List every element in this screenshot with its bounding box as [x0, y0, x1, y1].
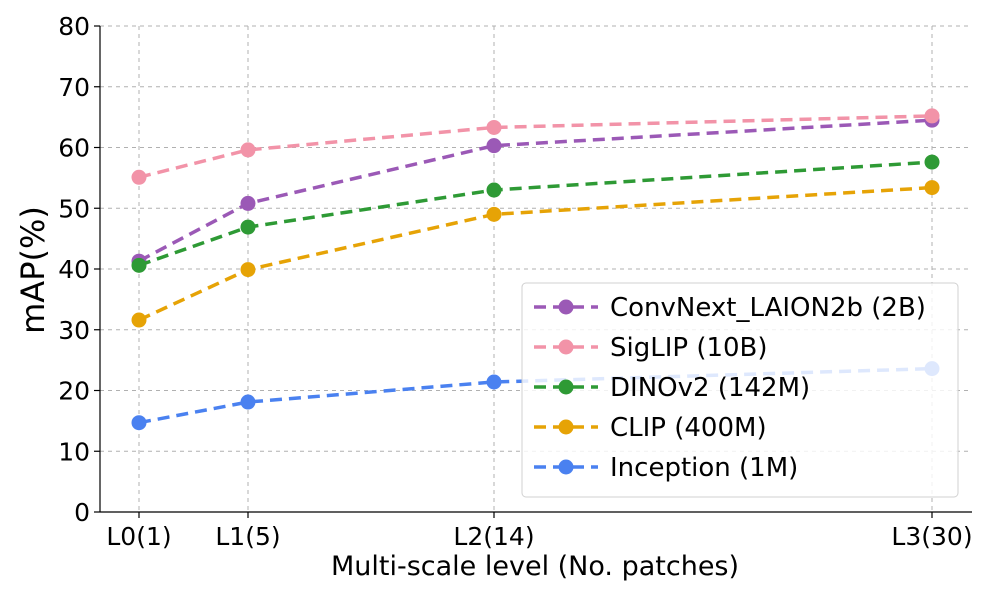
- y-tick-label: 20: [58, 377, 90, 406]
- legend-entry: Inception (1M): [534, 453, 798, 483]
- y-tick-label: 0: [74, 498, 90, 527]
- data-point: [924, 154, 940, 170]
- x-tick-label: L2(14): [453, 522, 534, 551]
- legend-label: DINOv2 (142M): [610, 373, 810, 403]
- series-siglip-10b: [131, 108, 940, 185]
- legend: ConvNext_LAION2b (2B) SigLIP (10B) DINOv2 …: [521, 282, 959, 498]
- y-tick-label: 60: [58, 134, 90, 163]
- legend-marker: [558, 419, 574, 435]
- y-tick-label: 40: [58, 255, 90, 284]
- data-point: [131, 257, 147, 273]
- y-axis-label: mAP(%): [14, 206, 52, 334]
- data-point: [486, 206, 502, 222]
- data-point: [240, 195, 256, 211]
- series-clip-400m: [131, 180, 940, 328]
- x-tick-label: L0(1): [106, 522, 171, 551]
- series-line: [138, 160, 933, 268]
- legend-marker: [558, 459, 574, 475]
- data-point: [240, 219, 256, 235]
- data-point: [240, 394, 256, 410]
- data-point: [131, 415, 147, 431]
- series-convnext-laion2b-2b: [131, 112, 940, 269]
- data-point: [924, 180, 940, 196]
- legend-label: ConvNext_LAION2b (2B): [610, 293, 926, 323]
- data-point: [131, 169, 147, 185]
- data-point: [486, 182, 502, 198]
- legend-marker: [558, 379, 574, 395]
- legend-marker: [558, 299, 574, 315]
- series-line: [138, 185, 933, 322]
- y-tick-label: 10: [58, 437, 90, 466]
- legend-label: Inception (1M): [610, 453, 798, 483]
- legend-label: CLIP (400M): [610, 413, 767, 443]
- series-line: [138, 114, 933, 179]
- y-axis-ticks: 0 10 20 30 40 50 60 70 80: [58, 12, 100, 527]
- x-axis-ticks: L0(1) L1(5) L2(14) L3(30): [106, 512, 973, 551]
- legend-entry: CLIP (400M): [534, 413, 767, 443]
- legend-entry: SigLIP (10B): [534, 333, 768, 363]
- data-point: [240, 262, 256, 278]
- x-axis-label: Multi-scale level (No. patches): [331, 551, 739, 582]
- legend-label: SigLIP (10B): [610, 333, 768, 363]
- data-point: [924, 108, 940, 124]
- data-point: [486, 138, 502, 154]
- series-dinov2-142m: [131, 154, 940, 273]
- data-point: [486, 119, 502, 135]
- legend-entry: ConvNext_LAION2b (2B): [534, 293, 926, 323]
- legend-box: [521, 282, 959, 498]
- series-line: [138, 118, 933, 263]
- legend-marker: [558, 339, 574, 355]
- y-tick-label: 80: [58, 12, 90, 41]
- x-tick-label: L1(5): [215, 522, 280, 551]
- data-point: [131, 312, 147, 328]
- x-tick-label: L3(30): [891, 522, 972, 551]
- y-tick-label: 50: [58, 194, 90, 223]
- legend-entry: DINOv2 (142M): [534, 373, 810, 403]
- data-point: [486, 374, 502, 390]
- y-tick-label: 30: [58, 316, 90, 345]
- data-point: [240, 142, 256, 158]
- y-tick-label: 70: [58, 73, 90, 102]
